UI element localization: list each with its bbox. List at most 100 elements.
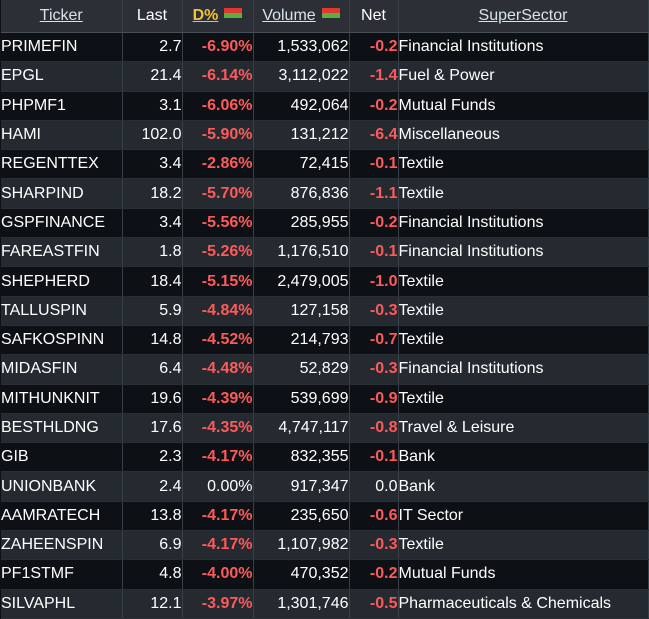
table-row[interactable]: AAMRATECH 13.8 -4.17% 235,650 -0.6 IT Sector [1, 501, 649, 532]
sector-cell: Pharmaceuticals & Chemicals [398, 589, 649, 619]
ticker-cell[interactable]: HAMI [1, 120, 123, 151]
table-row[interactable]: PHPMF1 3.1 -6.06% 492,064 -0.2 Mutual Funds [1, 91, 649, 121]
change-percent-cell: -5.70% [182, 178, 254, 209]
col-header-volume[interactable]: Volume [253, 0, 350, 33]
last-price-cell: 14.8 [122, 325, 183, 356]
sector-cell: Financial Institutions [398, 208, 649, 239]
table-row[interactable]: MITHUNKNIT 19.6 -4.39% 539,699 -0.9 Textile [1, 384, 649, 414]
volume-cell: 72,415 [253, 149, 350, 180]
ticker-cell[interactable]: GIB [1, 442, 123, 473]
table-row[interactable]: SILVAPHL 12.1 -3.97% 1,301,746 -0.5 Pharmaceu… [1, 589, 649, 619]
col-header-ticker[interactable]: Ticker [1, 0, 123, 33]
sort-indicator-icon [224, 8, 243, 18]
col-header-dpct[interactable]: D% [182, 0, 254, 33]
ticker-cell[interactable]: SHARPIND [1, 178, 123, 209]
last-price-cell: 2.3 [122, 442, 183, 473]
ticker-cell[interactable]: GSPFINANCE [1, 208, 123, 239]
ticker-cell[interactable]: MIDASFIN [1, 354, 123, 385]
ticker-cell[interactable]: UNIONBANK [1, 471, 123, 502]
table-row[interactable]: GSPFINANCE 3.4 -5.56% 285,955 -0.2 Financial … [1, 208, 649, 239]
sector-cell: Financial Institutions [398, 237, 649, 268]
ticker-cell[interactable]: ZAHEENSPIN [1, 530, 123, 561]
ticker-cell[interactable]: PRIMEFIN [1, 32, 123, 63]
change-percent-cell: -4.17% [182, 501, 254, 532]
last-header-label: Last [136, 7, 168, 24]
ticker-cell[interactable]: FAREASTFIN [1, 237, 123, 268]
ticker-cell[interactable]: SAFKOSPINN [1, 325, 123, 356]
net-change-cell: -0.6 [349, 501, 399, 532]
volume-sort-link[interactable]: Volume [262, 7, 316, 24]
change-percent-cell: -6.06% [182, 91, 254, 121]
ticker-cell[interactable]: TALLUSPIN [1, 296, 123, 326]
ticker-cell[interactable]: REGENTTEX [1, 149, 123, 180]
volume-cell: 832,355 [253, 442, 350, 473]
supersector-sort-link[interactable]: SuperSector [478, 7, 568, 24]
last-price-cell: 18.2 [122, 178, 183, 209]
table-row[interactable]: GIB 2.3 -4.17% 832,355 -0.1 Bank [1, 442, 649, 473]
volume-cell: 1,533,062 [253, 32, 350, 63]
net-change-cell: -1.1 [349, 178, 399, 209]
last-price-cell: 13.8 [122, 501, 183, 532]
last-price-cell: 17.6 [122, 413, 183, 444]
net-change-cell: -0.1 [349, 442, 399, 473]
volume-cell: 1,176,510 [253, 237, 350, 268]
sector-cell: Fuel & Power [398, 61, 649, 92]
sector-cell: Bank [398, 471, 649, 502]
volume-cell: 539,699 [253, 384, 350, 414]
col-header-supersector[interactable]: SuperSector [398, 0, 649, 33]
net-change-cell: -0.8 [349, 413, 399, 444]
ticker-cell[interactable]: EPGL [1, 61, 123, 92]
table-row[interactable]: PF1STMF 4.8 -4.00% 470,352 -0.2 Mutual Funds [1, 559, 649, 590]
table-row[interactable]: SHARPIND 18.2 -5.70% 876,836 -1.1 Textile [1, 178, 649, 209]
net-change-cell: -0.3 [349, 530, 399, 561]
table-row[interactable]: BESTHLDNG 17.6 -4.35% 4,747,117 -0.8 Travel &… [1, 413, 649, 444]
col-header-last: Last [122, 0, 183, 33]
ticker-cell[interactable]: SHEPHERD [1, 266, 123, 297]
table-row[interactable]: EPGL 21.4 -6.14% 3,112,022 -1.4 Fuel & Power [1, 61, 649, 92]
table-row[interactable]: REGENTTEX 3.4 -2.86% 72,415 -0.1 Textile [1, 149, 649, 180]
ticker-cell[interactable]: SILVAPHL [1, 589, 123, 619]
ticker-cell[interactable]: BESTHLDNG [1, 413, 123, 444]
sector-cell: Travel & Leisure [398, 413, 649, 444]
table-row[interactable]: UNIONBANK 2.4 0.00% 917,347 0.0 Bank [1, 471, 649, 502]
net-change-cell: -0.2 [349, 559, 399, 590]
net-change-cell: -6.4 [349, 120, 399, 151]
sector-cell: Textile [398, 296, 649, 326]
sort-indicator-icon [321, 8, 340, 18]
change-percent-cell: -4.17% [182, 442, 254, 473]
change-percent-cell: -4.17% [182, 530, 254, 561]
ticker-cell[interactable]: PF1STMF [1, 559, 123, 590]
table-row[interactable]: HAMI 102.0 -5.90% 131,212 -6.4 Miscellaneous [1, 120, 649, 151]
last-price-cell: 5.9 [122, 296, 183, 326]
ticker-cell[interactable]: AAMRATECH [1, 501, 123, 532]
sector-cell: Textile [398, 178, 649, 209]
table-row[interactable]: MIDASFIN 6.4 -4.48% 52,829 -0.3 Financial Ins… [1, 354, 649, 385]
last-price-cell: 4.8 [122, 559, 183, 590]
sector-cell: Textile [398, 384, 649, 414]
sector-cell: Bank [398, 442, 649, 473]
volume-cell: 127,158 [253, 296, 350, 326]
table-row[interactable]: ZAHEENSPIN 6.9 -4.17% 1,107,982 -0.3 Textile [1, 530, 649, 561]
net-change-cell: -0.1 [349, 149, 399, 180]
change-percent-cell: -6.14% [182, 61, 254, 92]
ticker-cell[interactable]: MITHUNKNIT [1, 384, 123, 414]
sector-cell: Mutual Funds [398, 91, 649, 121]
volume-cell: 285,955 [253, 208, 350, 239]
table-row[interactable]: SAFKOSPINN 14.8 -4.52% 214,793 -0.7 Textile [1, 325, 649, 356]
dpct-sort-link[interactable]: D% [192, 7, 219, 24]
volume-cell: 214,793 [253, 325, 350, 356]
net-change-cell: 0.0 [349, 471, 399, 502]
ticker-sort-link[interactable]: Ticker [39, 7, 83, 24]
table-body: PRIMEFIN 2.7 -6.90% 1,533,062 -0.2 Financial … [1, 32, 649, 619]
ticker-cell[interactable]: PHPMF1 [1, 91, 123, 121]
table-row[interactable]: FAREASTFIN 1.8 -5.26% 1,176,510 -0.1 Financia… [1, 237, 649, 268]
last-price-cell: 6.9 [122, 530, 183, 561]
table-row[interactable]: SHEPHERD 18.4 -5.15% 2,479,005 -1.0 Textile [1, 266, 649, 297]
sector-cell: Textile [398, 266, 649, 297]
table-row[interactable]: TALLUSPIN 5.9 -4.84% 127,158 -0.3 Textile [1, 296, 649, 326]
table-row[interactable]: PRIMEFIN 2.7 -6.90% 1,533,062 -0.2 Financial … [1, 32, 649, 63]
volume-cell: 1,301,746 [253, 589, 350, 619]
change-percent-cell: -3.97% [182, 589, 254, 619]
sector-cell: Textile [398, 149, 649, 180]
change-percent-cell: -5.90% [182, 120, 254, 151]
